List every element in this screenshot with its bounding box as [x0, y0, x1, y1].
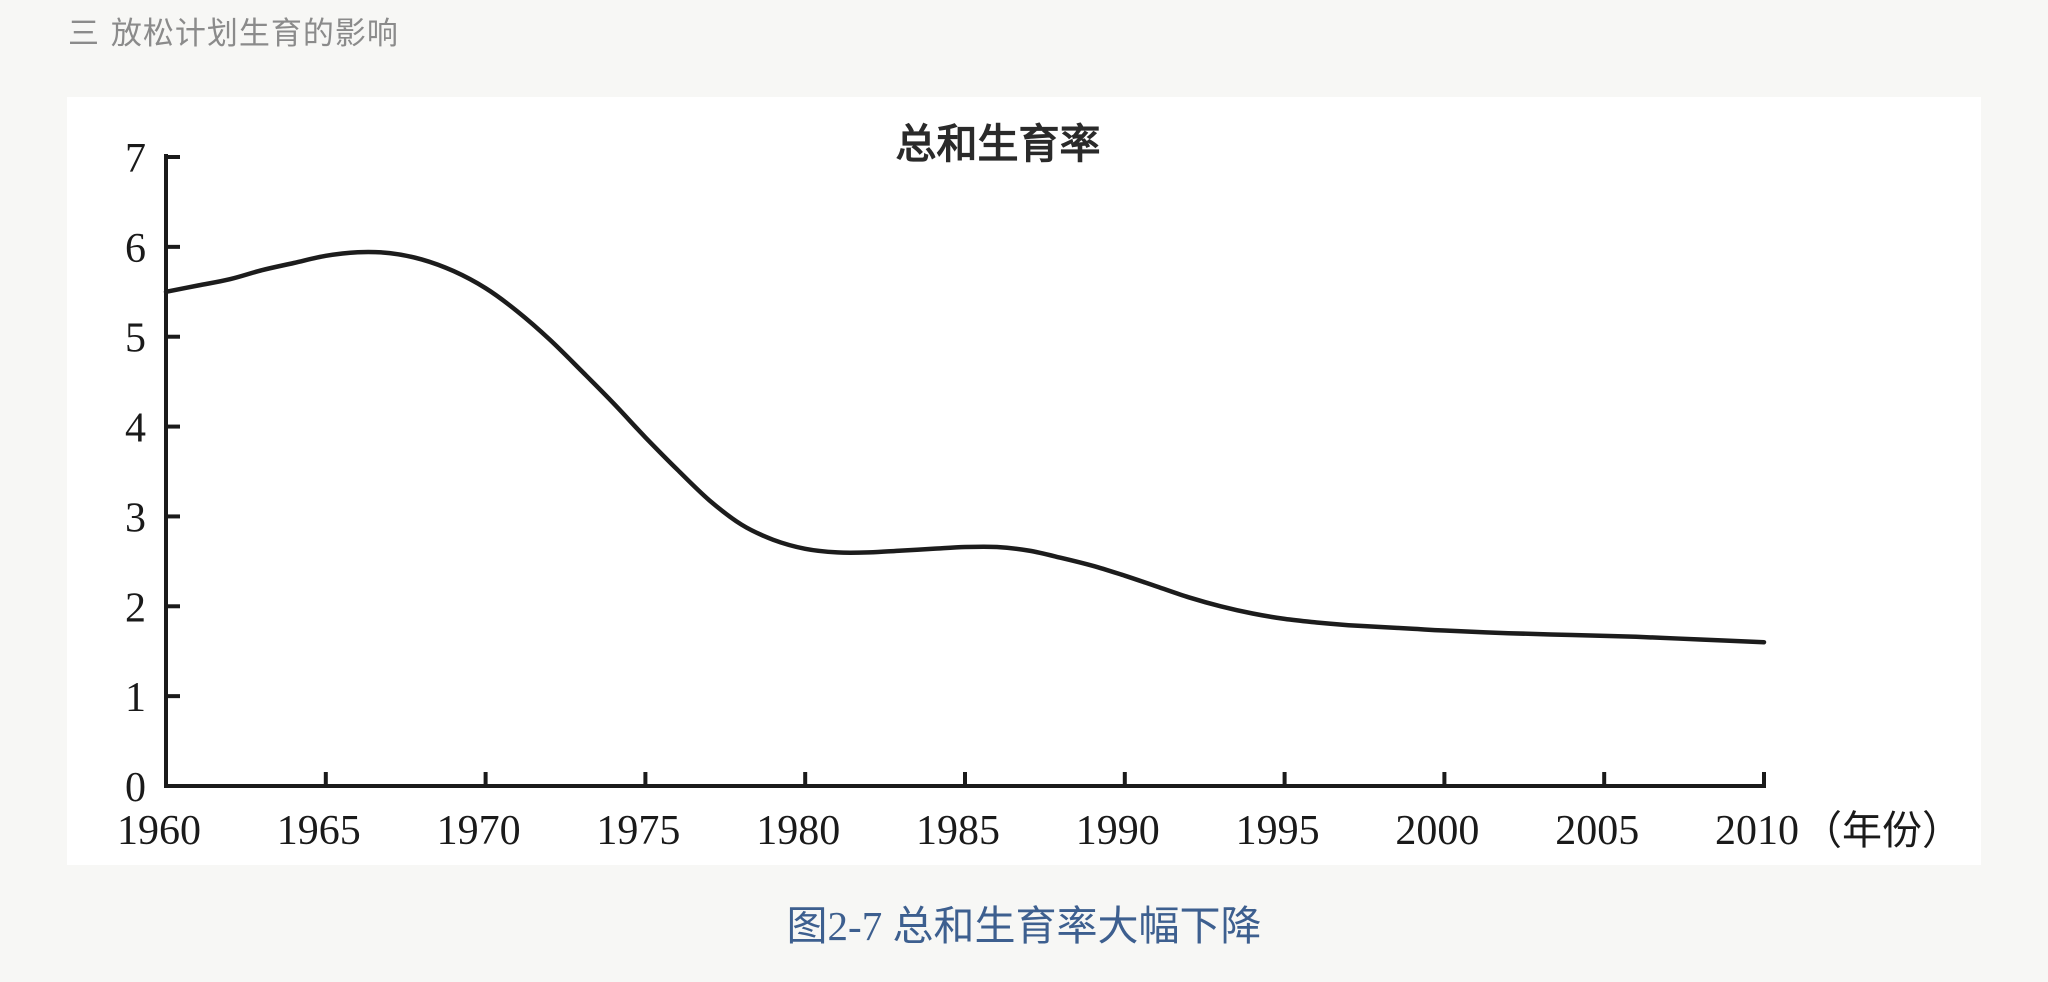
figure-panel: 总和生育率 0 1 2 3 4 5 6 7 1960 1965 1970 1975 1980 1985 19… [67, 97, 1981, 865]
series-line-0 [163, 249, 1767, 645]
x-tick-label: 1995 [1236, 808, 1320, 854]
y-tick-label: 0 [125, 765, 146, 811]
y-tick-label: 5 [125, 316, 146, 362]
fertility-rate-chart: 总和生育率 0 1 2 3 4 5 6 7 1960 1965 1970 1975 1980 1985 19… [117, 120, 1962, 854]
x-tick-label: 1980 [756, 808, 840, 854]
x-tick-label: 1990 [1076, 808, 1160, 854]
x-tick-label: 1970 [437, 808, 521, 854]
figure-caption: 图2-7 总和生育率大幅下降 [786, 903, 1262, 949]
y-tick-label: 6 [125, 226, 146, 272]
section-heading: 三 放松计划生育的影响 [68, 16, 399, 52]
x-tick-label: 1975 [596, 808, 680, 854]
chart-title: 总和生育率 [896, 120, 1101, 168]
y-tick-label: 3 [125, 495, 146, 541]
x-tick-label: 1985 [916, 808, 1000, 854]
chart-marks [163, 249, 1767, 645]
y-tick-label: 4 [125, 406, 146, 452]
y-tick-label: 1 [125, 675, 146, 721]
y-tick-label: 2 [125, 585, 146, 631]
x-tick-label: 2005 [1555, 808, 1639, 854]
x-tick-label: 2000 [1395, 808, 1479, 854]
chart-axes [164, 154, 1766, 788]
x-tick-label: 2010 [1715, 808, 1799, 854]
x-tick-label: 1965 [277, 808, 361, 854]
chart-ticks: 0 1 2 3 4 5 6 7 1960 1965 1970 1975 1980 1985 1990 1995… [117, 136, 1799, 854]
x-axis-unit-label: （年份） [1802, 808, 1962, 854]
x-tick-label: 1960 [117, 808, 201, 854]
y-tick-label: 7 [125, 136, 146, 182]
